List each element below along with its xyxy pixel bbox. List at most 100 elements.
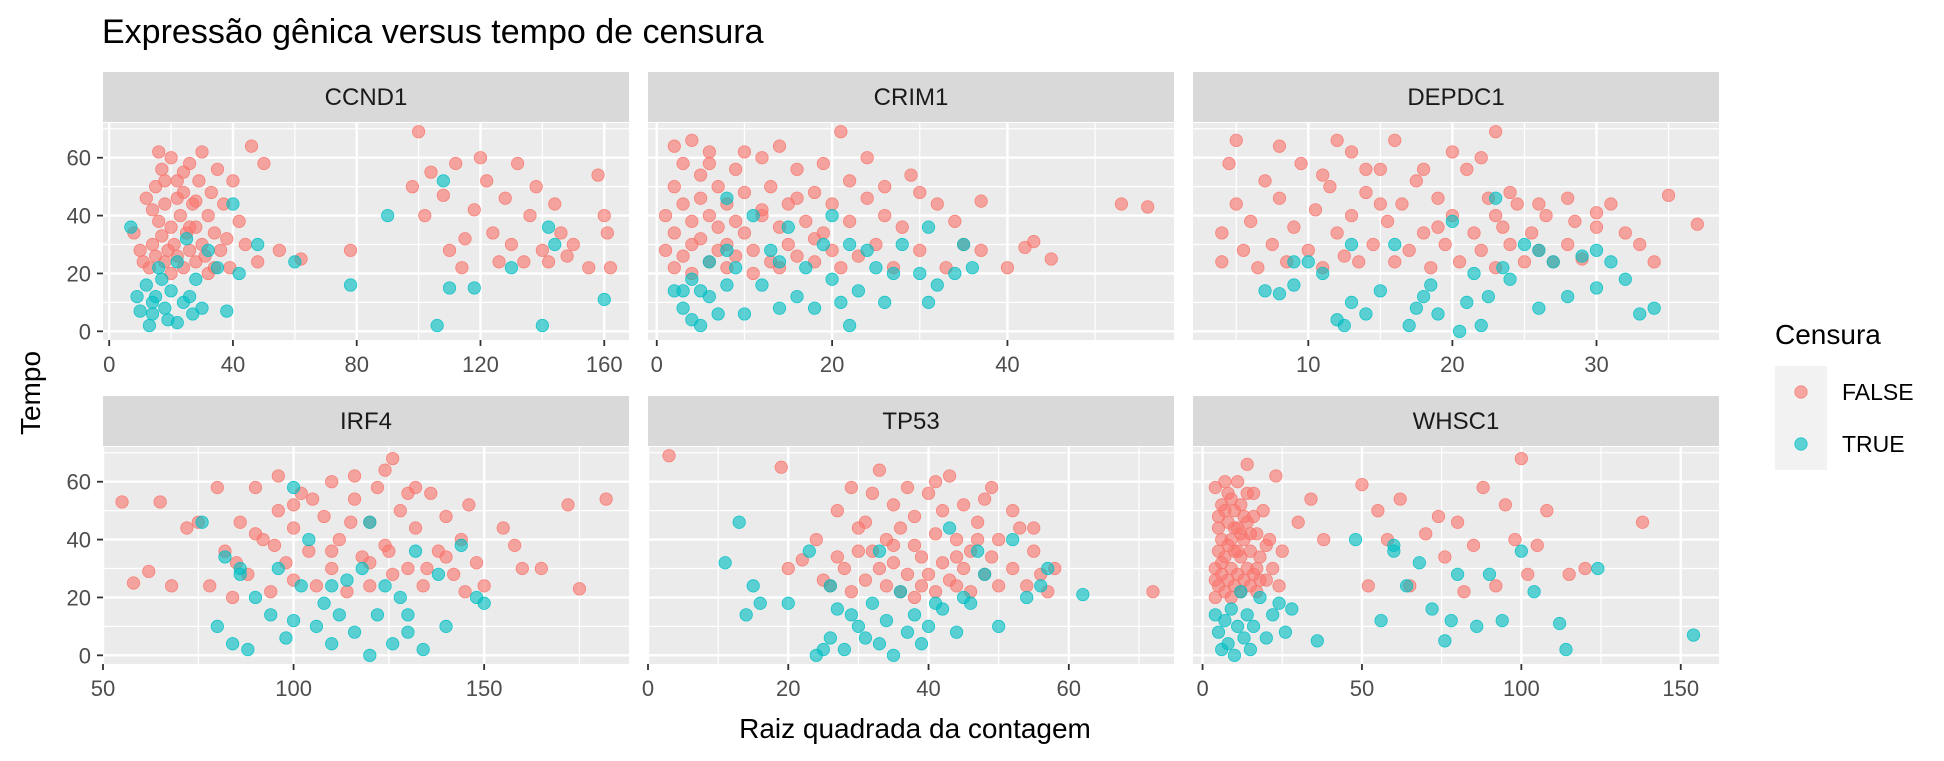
data-point-false <box>693 191 708 205</box>
x-tick-label: 160 <box>586 352 623 377</box>
data-point-false <box>949 579 964 593</box>
data-point-false <box>1027 235 1041 249</box>
data-point-false <box>1388 255 1402 269</box>
data-point-false <box>405 180 420 194</box>
x-tick-label: 150 <box>1662 676 1699 701</box>
data-point-false <box>1256 504 1270 518</box>
data-point-false <box>1438 237 1452 252</box>
data-point-false <box>830 504 844 518</box>
data-point-false <box>267 538 282 552</box>
data-point-false <box>755 151 769 165</box>
data-point-false <box>858 573 873 587</box>
x-tick-label: 30 <box>1584 352 1608 377</box>
data-point-false <box>834 261 848 275</box>
data-point-false <box>1466 538 1481 552</box>
data-point-false <box>332 532 346 547</box>
data-point-false <box>1251 261 1265 275</box>
data-point-false <box>1424 261 1438 275</box>
data-point-true <box>477 596 491 610</box>
data-point-false <box>825 197 839 211</box>
data-point-true <box>218 550 232 564</box>
data-point-true <box>702 255 716 269</box>
data-point-false <box>504 237 519 252</box>
data-point-false <box>517 255 531 269</box>
data-point-false <box>554 226 568 240</box>
data-point-false <box>676 197 690 211</box>
data-point-false <box>1540 504 1554 518</box>
data-point-false <box>344 515 358 529</box>
data-point-true <box>1647 301 1661 315</box>
data-point-false <box>458 585 472 599</box>
data-point-false <box>985 480 999 495</box>
data-point-false <box>1316 168 1330 182</box>
data-point-false <box>424 165 438 179</box>
data-point-false <box>599 492 613 506</box>
data-point-false <box>1371 504 1385 518</box>
data-point-true <box>1402 318 1416 333</box>
data-point-false <box>1589 206 1604 220</box>
data-point-false <box>1218 504 1232 518</box>
data-point-true <box>1211 625 1226 639</box>
data-point-false <box>1294 156 1308 171</box>
data-point-true <box>1208 608 1222 622</box>
data-point-false <box>508 538 522 552</box>
data-point-true <box>825 208 839 223</box>
facet-strip <box>648 72 1174 122</box>
data-point-false <box>1489 208 1503 223</box>
data-point-true <box>454 538 468 552</box>
data-point-true <box>1287 278 1301 292</box>
data-point-false <box>974 194 988 208</box>
data-point-true <box>753 596 767 610</box>
data-point-false <box>685 214 699 228</box>
data-point-false <box>523 208 537 223</box>
data-point-true <box>340 573 354 587</box>
data-point-true <box>1272 287 1287 301</box>
data-point-false <box>1395 197 1409 211</box>
data-point-false <box>992 579 1006 593</box>
data-point-false <box>566 237 580 252</box>
data-point-true <box>232 266 246 281</box>
data-point-true <box>225 637 240 651</box>
legend-label: TRUE <box>1842 431 1905 457</box>
data-point-false <box>1229 133 1243 147</box>
data-point-false <box>1503 237 1517 252</box>
data-point-false <box>458 232 472 246</box>
data-point-true <box>1246 619 1261 633</box>
data-point-false <box>935 504 950 518</box>
data-point-true <box>302 532 316 547</box>
x-tick-label: 150 <box>466 676 503 701</box>
data-point-false <box>1355 478 1369 492</box>
data-point-false <box>439 550 453 564</box>
data-point-false <box>155 229 169 243</box>
data-point-false <box>667 180 681 194</box>
data-point-true <box>729 261 743 275</box>
data-point-false <box>913 185 927 200</box>
data-point-true <box>1373 284 1387 298</box>
chart-title: Expressão gênica versus tempo de censura <box>102 13 764 51</box>
data-point-true <box>781 596 795 610</box>
data-point-false <box>772 139 787 153</box>
data-point-false <box>248 527 263 541</box>
data-point-false <box>843 174 857 188</box>
data-point-true <box>164 284 178 298</box>
data-point-false <box>155 162 169 176</box>
data-point-true <box>325 637 339 651</box>
data-point-false <box>1330 226 1344 240</box>
data-point-false <box>1301 243 1315 257</box>
data-point-false <box>971 515 985 529</box>
data-point-false <box>1287 220 1301 234</box>
data-point-false <box>167 237 181 252</box>
data-point-false <box>949 532 964 547</box>
data-point-false <box>781 237 795 252</box>
data-point-true <box>1546 255 1560 269</box>
data-point-true <box>930 278 944 292</box>
data-point-true <box>1224 602 1238 616</box>
data-point-true <box>1532 301 1546 315</box>
data-point-false <box>411 125 426 139</box>
data-point-false <box>1445 145 1459 159</box>
data-point-false <box>1530 538 1544 552</box>
data-point-false <box>1275 544 1289 558</box>
data-point-false <box>264 585 278 599</box>
data-point-false <box>1304 492 1318 506</box>
data-point-false <box>597 208 611 223</box>
